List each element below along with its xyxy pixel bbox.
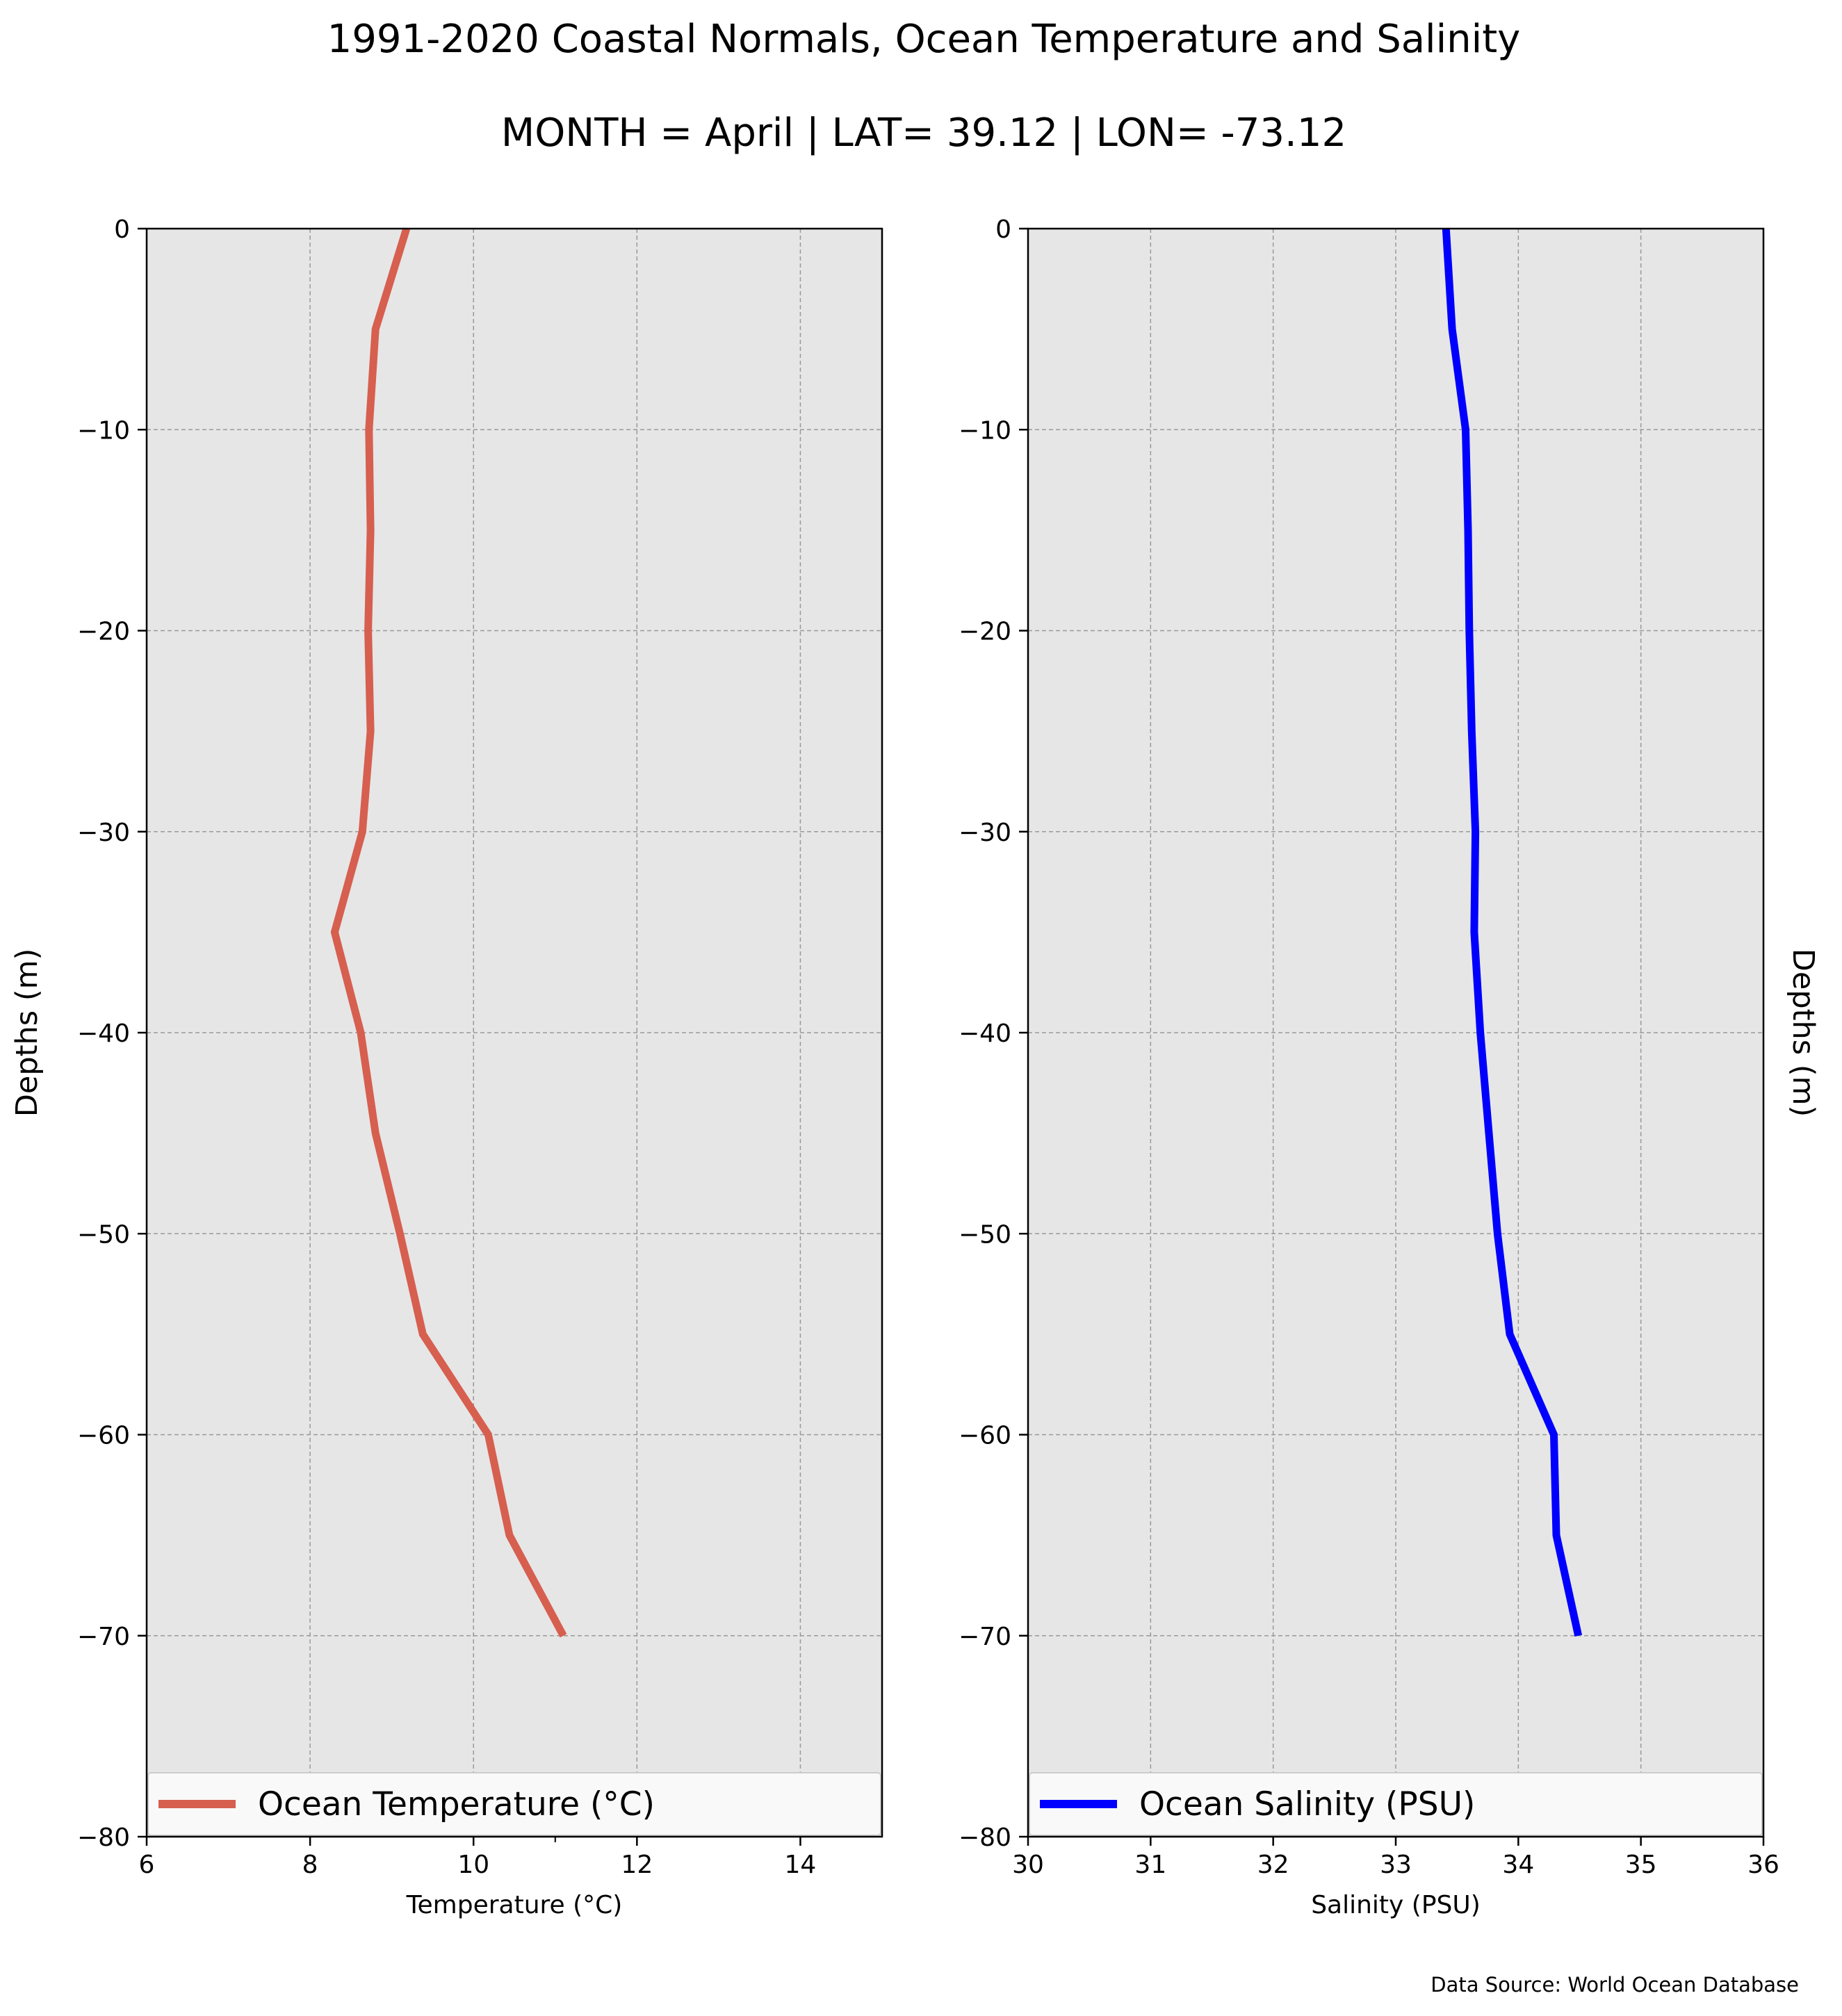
y-tick-label: 0 — [114, 215, 130, 244]
y-tick-label: −20 — [959, 618, 1011, 646]
x-tick-label: 35 — [1625, 1851, 1657, 1879]
x-tick-label: 32 — [1257, 1851, 1289, 1879]
y-tick-label: −10 — [77, 416, 130, 445]
x-tick-label: 36 — [1747, 1851, 1779, 1879]
x-tick-label: 34 — [1502, 1851, 1534, 1879]
x-tick-label: 10 — [457, 1851, 489, 1879]
y-tick-label: −50 — [959, 1220, 1011, 1249]
legend-label: Ocean Temperature (°C) — [258, 1785, 655, 1824]
y-tick-label: −70 — [77, 1623, 130, 1651]
legend-box — [147, 1772, 881, 1836]
x-axis-label: Temperature (°C) — [406, 1891, 623, 1919]
x-tick-label: 30 — [1012, 1851, 1044, 1879]
y-tick-label: −40 — [959, 1019, 1011, 1048]
y-axis-label: Depths (m) — [1786, 949, 1820, 1117]
temperature-panel: Ocean Temperature (°C) 6 8 10 12 14 0 −10 −20 −30… — [10, 215, 883, 1919]
series-line — [330, 227, 567, 1638]
y-tick-label: −60 — [959, 1422, 1011, 1450]
series-line — [1442, 228, 1583, 1637]
y-tick-label: −80 — [959, 1824, 1011, 1852]
y-tick-label: −20 — [77, 618, 130, 646]
y-tick-label: 0 — [995, 215, 1011, 244]
y-tick-label: −40 — [77, 1019, 130, 1048]
y-tick-label: −10 — [959, 416, 1011, 445]
y-tick-label: −60 — [77, 1422, 130, 1450]
x-tick-label: 8 — [302, 1851, 318, 1879]
y-tick-label: −80 — [77, 1824, 130, 1852]
salinity-panel: Ocean Salinity (PSU) 30 31 32 33 34 35 36 0 −10 −2… — [959, 215, 1820, 1919]
x-tick-label: 12 — [621, 1851, 653, 1879]
data-source-note: Data Source: World Ocean Database — [1431, 1973, 1799, 1997]
y-tick-label: −30 — [77, 819, 130, 847]
y-tick-label: −70 — [959, 1623, 1011, 1651]
y-axis-label: Depths (m) — [10, 949, 44, 1117]
x-tick-label: 6 — [139, 1851, 155, 1879]
plot-area — [1028, 229, 1763, 1837]
y-tick-label: −30 — [959, 819, 1011, 847]
x-tick-label: 14 — [785, 1851, 817, 1879]
x-tick-label: 31 — [1134, 1851, 1166, 1879]
plot-area — [147, 229, 882, 1837]
legend-label: Ocean Salinity (PSU) — [1139, 1785, 1475, 1824]
chart-title: 1991-2020 Coastal Normals, Ocean Tempera… — [327, 17, 1521, 62]
x-axis-label: Salinity (PSU) — [1311, 1891, 1481, 1919]
x-tick-label: 33 — [1380, 1851, 1412, 1879]
y-tick-label: −50 — [77, 1220, 130, 1249]
chart-subtitle: MONTH = April | LAT= 39.12 | LON= -73.12 — [501, 110, 1346, 156]
legend-box — [1029, 1772, 1763, 1836]
